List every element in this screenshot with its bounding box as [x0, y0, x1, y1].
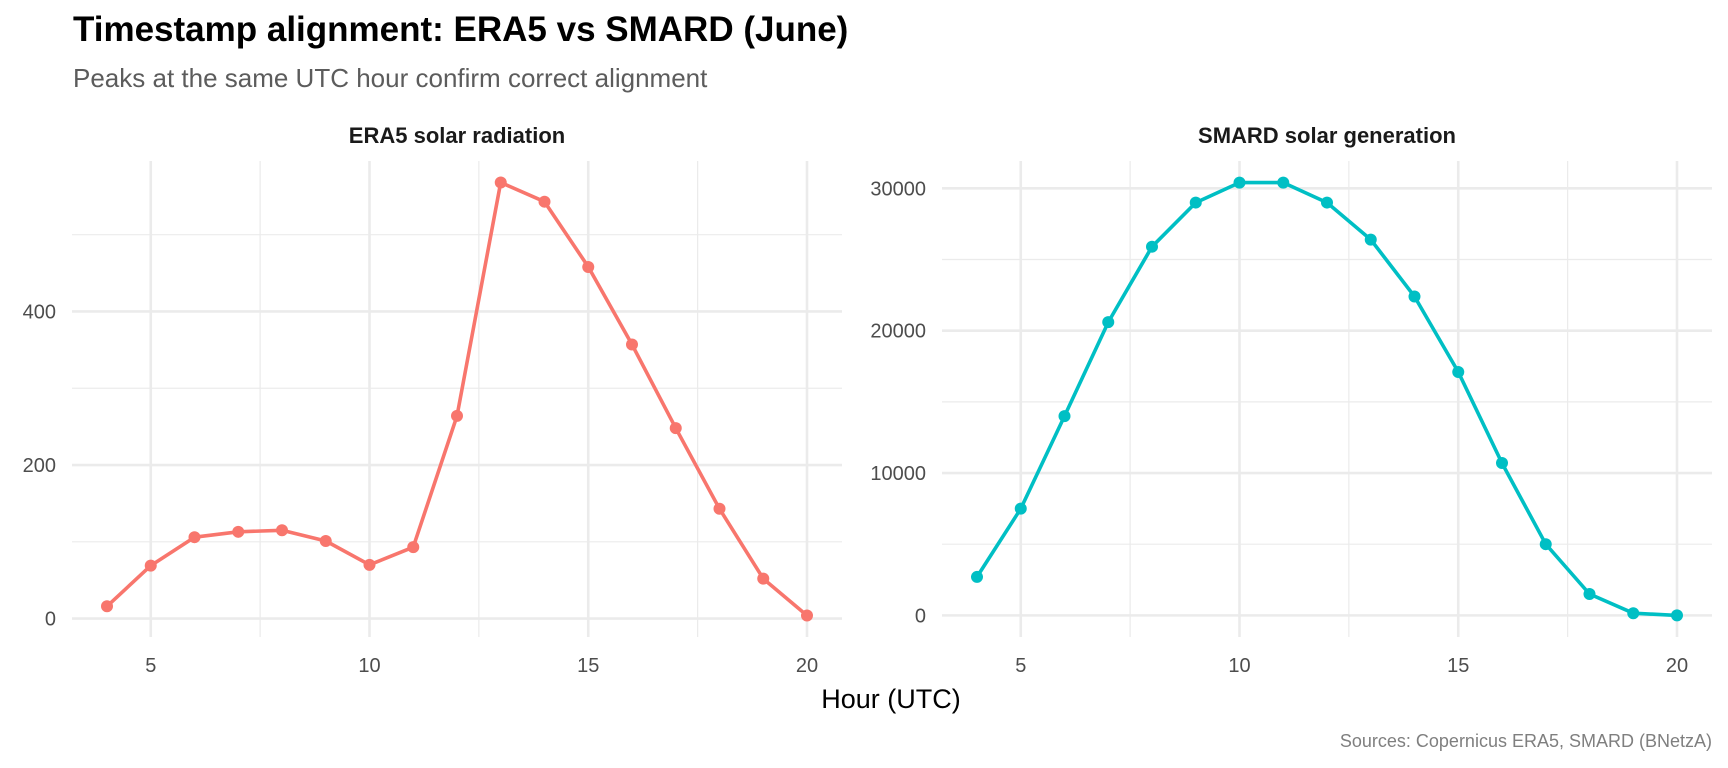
data-point — [713, 502, 726, 515]
data-point — [971, 570, 983, 583]
data-point — [669, 422, 682, 435]
data-point — [1408, 290, 1421, 303]
data-point — [407, 541, 420, 554]
data-point — [1627, 607, 1640, 620]
data-point — [582, 260, 595, 273]
y-tick-label: 10000 — [870, 463, 926, 485]
data-point — [276, 524, 288, 537]
panel-era5: 0 200 400 5 10 15 20 — [23, 161, 842, 677]
data-point — [1058, 410, 1071, 423]
data-point — [1496, 457, 1508, 470]
data-point — [757, 572, 770, 585]
data-point — [1539, 538, 1552, 551]
x-tick-label: 5 — [1015, 655, 1026, 677]
data-point — [1277, 176, 1290, 189]
panel-smard: 0 10000 20000 30000 5 10 15 20 — [870, 161, 1712, 677]
data-point — [363, 558, 376, 571]
data-point — [232, 525, 245, 538]
data-point — [188, 531, 201, 544]
data-point — [1102, 316, 1115, 329]
x-tick-label: 5 — [145, 655, 156, 677]
data-point — [1233, 176, 1246, 189]
data-point — [1452, 365, 1465, 378]
chart-caption: Sources: Copernicus ERA5, SMARD (BNetzA) — [1339, 731, 1712, 751]
y-tick-label: 20000 — [870, 321, 926, 343]
data-point — [1014, 502, 1027, 515]
x-tick-label: 10 — [358, 655, 380, 677]
x-tick-label: 20 — [796, 655, 818, 677]
chart-subtitle: Peaks at the same UTC hour confirm corre… — [73, 63, 708, 93]
data-point — [1364, 233, 1377, 246]
data-point — [101, 600, 113, 613]
x-tick-label: 10 — [1228, 655, 1250, 677]
data-point — [451, 409, 463, 422]
series-line — [975, 180, 1679, 618]
y-tick-label: 200 — [23, 455, 56, 477]
chart-title: Timestamp alignment: ERA5 vs SMARD (June… — [73, 10, 849, 49]
data-point — [801, 609, 813, 622]
panel-title-era5: ERA5 solar radiation — [348, 123, 566, 148]
data-point — [1146, 240, 1158, 253]
y-tick-label: 0 — [45, 609, 56, 631]
series-line — [105, 180, 809, 618]
x-tick-label: 15 — [577, 655, 599, 677]
data-point — [144, 559, 157, 572]
data-point — [1321, 196, 1333, 209]
x-tick-label: 15 — [1447, 655, 1469, 677]
data-point — [319, 535, 332, 548]
x-tick-label: 20 — [1666, 655, 1688, 677]
y-tick-label: 0 — [915, 605, 926, 627]
data-point — [1189, 196, 1202, 209]
y-tick-label: 400 — [23, 301, 56, 323]
data-point — [538, 195, 551, 208]
panel-title-smard: SMARD solar generation — [1198, 123, 1456, 148]
x-axis-label: Hour (UTC) — [821, 684, 961, 714]
data-point — [494, 176, 507, 189]
data-point — [1671, 609, 1683, 622]
y-tick-label: 30000 — [870, 178, 926, 200]
data-point — [626, 338, 638, 351]
data-point — [1583, 588, 1596, 601]
